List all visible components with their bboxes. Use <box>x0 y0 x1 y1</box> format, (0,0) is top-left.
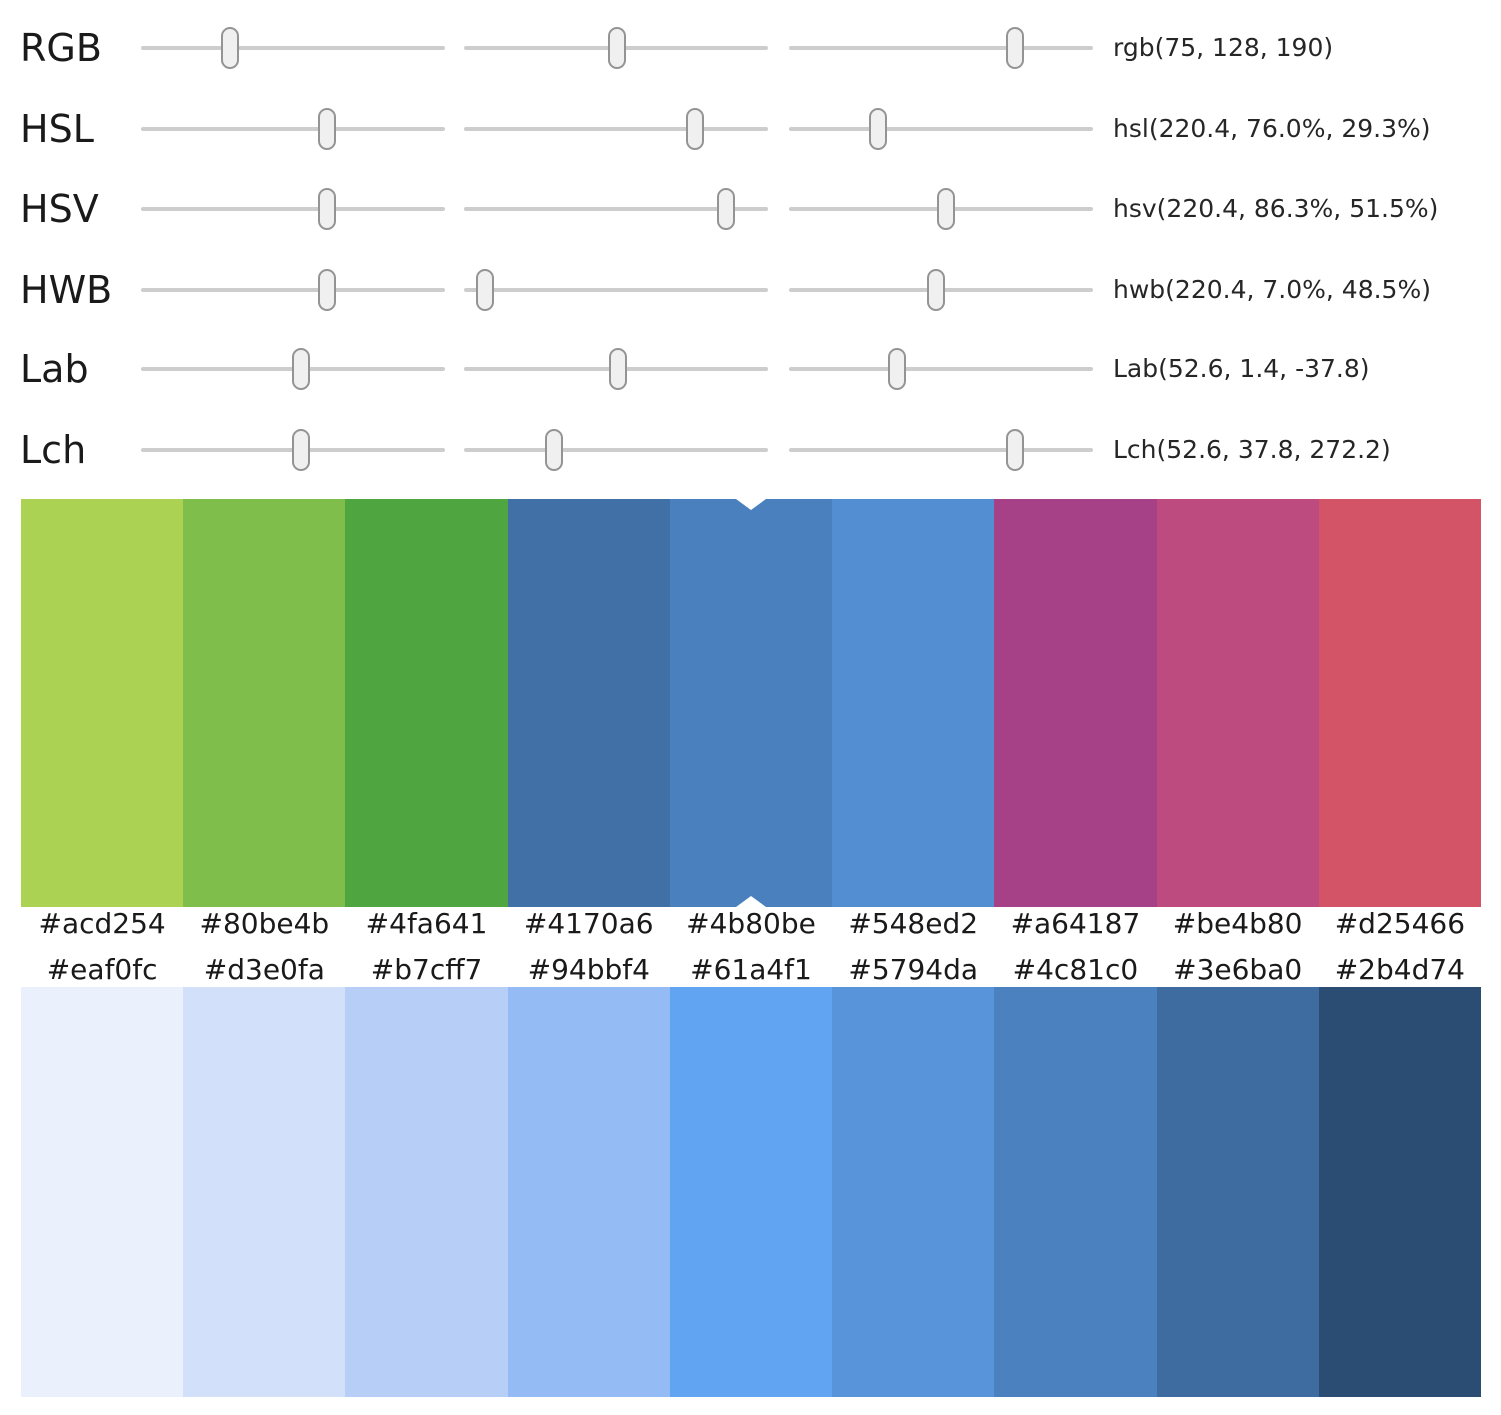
palette-swatch[interactable] <box>832 499 995 907</box>
lab-a-slider-thumb[interactable] <box>609 348 628 390</box>
scale-hex-label: #3e6ba0 <box>1173 953 1303 986</box>
scale-swatch <box>345 987 508 1397</box>
hsl-value-readout: hsl(220.4, 76.0%, 29.3%) <box>1113 114 1431 143</box>
hsl-label: HSL <box>20 107 94 151</box>
lab-l-slider-thumb[interactable] <box>291 348 310 390</box>
scale-hex-label: #4c81c0 <box>1012 953 1139 986</box>
hsv-v-slider[interactable] <box>789 188 1093 230</box>
palette-hex-label: #80be4b <box>199 907 330 940</box>
hwb-b-slider-thumb[interactable] <box>927 269 946 311</box>
palette-hex-label: #4fa641 <box>365 907 488 940</box>
scale-hex-label: #94bbf4 <box>527 953 650 986</box>
hwb-b-slider[interactable] <box>789 269 1093 311</box>
lch-l-slider[interactable] <box>141 429 445 471</box>
hsv-value-readout: hsv(220.4, 86.3%, 51.5%) <box>1113 194 1439 223</box>
slider-row-hsv: HSV hsv(220.4, 86.3%, 51.5%) <box>0 185 1501 233</box>
hsv-h-slider[interactable] <box>141 188 445 230</box>
palette-hex-label: #4170a6 <box>523 907 654 940</box>
palette-swatch[interactable] <box>994 499 1157 907</box>
scale-swatch <box>21 987 184 1397</box>
slider-row-hsl: HSL hsl(220.4, 76.0%, 29.3%) <box>0 105 1501 153</box>
rgb-g-slider[interactable] <box>464 27 768 69</box>
palette-swatch[interactable] <box>183 499 346 907</box>
lab-a-slider[interactable] <box>464 348 768 390</box>
hsl-s-slider[interactable] <box>464 108 768 150</box>
hwb-w-slider[interactable] <box>464 269 768 311</box>
rgb-b-slider-thumb[interactable] <box>1006 27 1025 69</box>
hsv-h-slider-thumb[interactable] <box>318 188 337 230</box>
lch-c-slider[interactable] <box>464 429 768 471</box>
scale-swatch <box>1156 987 1319 1397</box>
lch-label: Lch <box>20 428 87 472</box>
scale-swatch <box>669 987 833 1397</box>
palette-swatch[interactable] <box>1156 499 1319 907</box>
slider-row-lab: Lab Lab(52.6, 1.4, -37.8) <box>0 345 1501 393</box>
slider-row-lch: Lch Lch(52.6, 37.8, 272.2) <box>0 426 1501 474</box>
scale-swatch <box>994 987 1157 1397</box>
hwb-label: HWB <box>20 268 113 312</box>
lab-l-slider[interactable] <box>141 348 445 390</box>
palette-strip <box>21 499 1481 907</box>
hsv-label: HSV <box>20 187 99 231</box>
scale-hex-label: #d3e0fa <box>203 953 325 986</box>
scale-hex-label: #b7cff7 <box>370 953 483 986</box>
scale-swatch <box>832 987 995 1397</box>
palette-hex-label: #548ed2 <box>848 907 979 940</box>
lab-b-slider[interactable] <box>789 348 1093 390</box>
rgb-b-slider[interactable] <box>789 27 1093 69</box>
hsv-v-slider-thumb[interactable] <box>936 188 955 230</box>
lch-c-slider-thumb[interactable] <box>544 429 563 471</box>
hsl-l-slider-thumb[interactable] <box>869 108 888 150</box>
hsl-h-slider-thumb[interactable] <box>318 108 337 150</box>
scale-strip <box>21 987 1481 1397</box>
selection-notch-top-icon <box>736 499 766 510</box>
scale-swatch <box>1318 987 1481 1397</box>
palette-hex-label: #acd254 <box>38 907 166 940</box>
palette-swatch-selected[interactable] <box>669 499 833 907</box>
scale-hex-label: #5794da <box>848 953 979 986</box>
palette-swatch[interactable] <box>507 499 670 907</box>
scale-swatch <box>507 987 670 1397</box>
slider-row-rgb: RGB rgb(75, 128, 190) <box>0 24 1501 72</box>
lch-l-slider-thumb[interactable] <box>291 429 310 471</box>
hsv-s-slider[interactable] <box>464 188 768 230</box>
hwb-value-readout: hwb(220.4, 7.0%, 48.5%) <box>1113 275 1431 304</box>
scale-hex-label: #61a4f1 <box>690 953 812 986</box>
hsl-h-slider[interactable] <box>141 108 445 150</box>
rgb-r-slider[interactable] <box>141 27 445 69</box>
lch-h-slider-thumb[interactable] <box>1006 429 1025 471</box>
palette-swatch[interactable] <box>1318 499 1481 907</box>
palette-hex-row: #acd254 #80be4b #4fa641 #4170a6 #4b80be … <box>21 906 1481 942</box>
lab-value-readout: Lab(52.6, 1.4, -37.8) <box>1113 354 1370 383</box>
hsl-l-slider[interactable] <box>789 108 1093 150</box>
lch-value-readout: Lch(52.6, 37.8, 272.2) <box>1113 435 1391 464</box>
palette-swatch[interactable] <box>345 499 508 907</box>
rgb-label: RGB <box>20 26 102 70</box>
lab-b-slider-thumb[interactable] <box>887 348 906 390</box>
palette-hex-label: #be4b80 <box>1172 907 1303 940</box>
scale-hex-label: #eaf0fc <box>46 953 158 986</box>
selection-notch-bottom-icon <box>736 896 766 907</box>
hwb-h-slider-thumb[interactable] <box>318 269 337 311</box>
scale-hex-row: #eaf0fc #d3e0fa #b7cff7 #94bbf4 #61a4f1 … <box>21 952 1481 988</box>
hsl-s-slider-thumb[interactable] <box>686 108 705 150</box>
scale-hex-label: #2b4d74 <box>1334 953 1465 986</box>
palette-hex-label: #4b80be <box>686 907 816 940</box>
hsv-s-slider-thumb[interactable] <box>717 188 736 230</box>
palette-hex-label: #d25466 <box>1334 907 1466 940</box>
lch-h-slider[interactable] <box>789 429 1093 471</box>
rgb-g-slider-thumb[interactable] <box>607 27 626 69</box>
rgb-value-readout: rgb(75, 128, 190) <box>1113 33 1334 62</box>
hwb-h-slider[interactable] <box>141 269 445 311</box>
slider-row-hwb: HWB hwb(220.4, 7.0%, 48.5%) <box>0 266 1501 314</box>
rgb-r-slider-thumb[interactable] <box>221 27 240 69</box>
palette-hex-label: #a64187 <box>1010 907 1141 940</box>
scale-swatch <box>183 987 346 1397</box>
palette-swatch[interactable] <box>21 499 184 907</box>
hwb-w-slider-thumb[interactable] <box>476 269 495 311</box>
lab-label: Lab <box>20 347 89 391</box>
